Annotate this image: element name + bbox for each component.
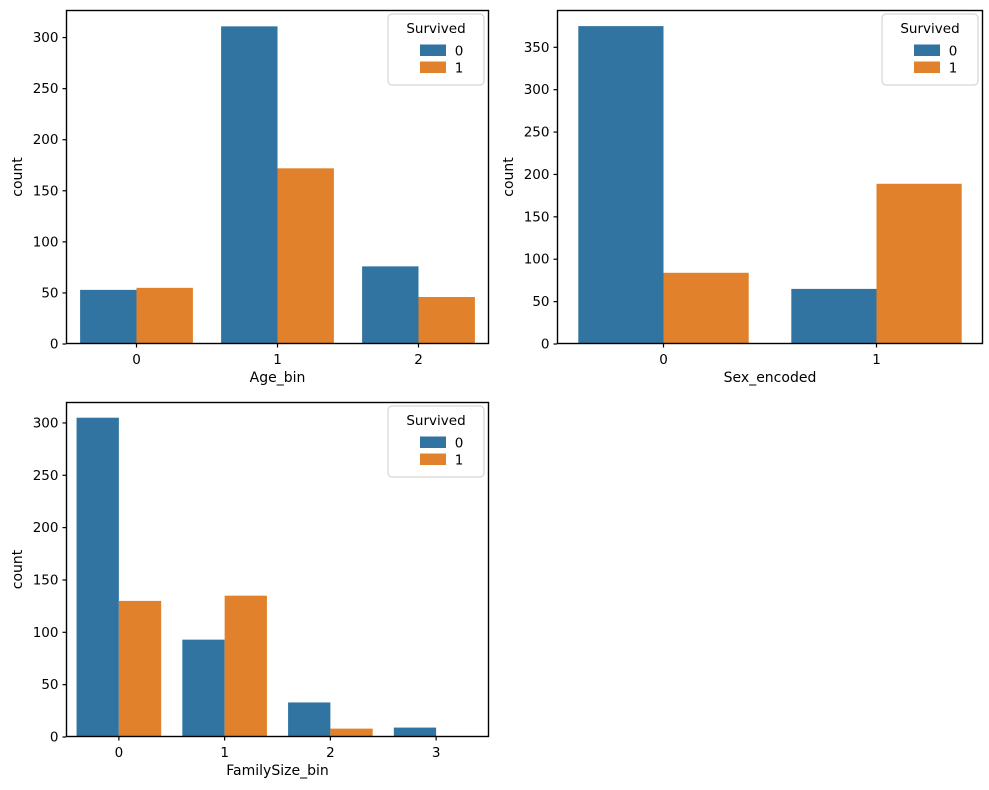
x-tick-label: 0 <box>132 352 141 368</box>
y-tick-label: 0 <box>541 337 550 353</box>
x-tick-label: 1 <box>872 352 881 368</box>
bar-FamilySize_bin-1-survived-1 <box>224 595 267 737</box>
y-tick-label: 50 <box>41 285 58 301</box>
y-tick-label: 50 <box>41 677 58 693</box>
bar-FamilySize_bin-0-survived-1 <box>118 600 162 737</box>
legend-swatch-survived-0 <box>914 44 940 56</box>
axes-spines <box>556 9 984 345</box>
y-tick-label: 250 <box>524 125 550 141</box>
bar-FamilySize_bin-2-survived-0 <box>288 702 331 737</box>
y-tick-label: 250 <box>33 81 59 97</box>
bar-Sex_encoded-1-survived-1 <box>876 183 962 344</box>
bar-FamilySize_bin-3-survived-0 <box>393 727 437 737</box>
y-tick-label: 200 <box>33 520 59 536</box>
y-axis-label: count <box>10 157 26 197</box>
y-axis-label: count <box>501 157 517 197</box>
y-tick-label: 100 <box>524 252 550 268</box>
y-tick-label: 250 <box>33 468 59 484</box>
x-tick-label: 1 <box>220 745 229 761</box>
y-tick-label: 350 <box>524 40 550 56</box>
axes-spines <box>65 401 490 738</box>
y-tick-label: 50 <box>532 294 549 310</box>
x-axis-label: Sex_encoded <box>724 370 817 386</box>
bar-Sex_encoded-0-survived-1 <box>663 272 749 344</box>
bar-Age_bin-1-survived-0 <box>221 26 278 345</box>
y-tick-label: 300 <box>524 82 550 98</box>
legend-entry-label: 0 <box>949 44 958 60</box>
y-tick-label: 200 <box>33 132 59 148</box>
y-tick-label: 300 <box>33 30 59 46</box>
x-tick-label: 2 <box>414 352 423 368</box>
legend-swatch-survived-1 <box>420 453 446 465</box>
legend: Survived 01 <box>881 13 979 86</box>
legend-swatch-survived-0 <box>420 44 446 56</box>
y-tick-label: 100 <box>33 234 59 250</box>
legend-swatch-survived-0 <box>420 436 446 448</box>
legend-swatch-survived-1 <box>420 61 446 73</box>
y-tick-label: 0 <box>50 337 59 353</box>
bar-FamilySize_bin-1-survived-0 <box>182 639 225 737</box>
subplot-age-bin: 0 50 100 150 200 250 300 0 1 2 Age_bin count Survive… <box>10 9 490 386</box>
x-tick-label: 0 <box>659 352 668 368</box>
legend-entry-label: 1 <box>455 453 464 469</box>
legend: Survived 01 <box>387 405 485 478</box>
y-tick-label: 100 <box>33 625 59 641</box>
y-tick-label: 150 <box>33 572 59 588</box>
y-tick-label: 0 <box>50 730 59 746</box>
y-tick-label: 150 <box>33 183 59 199</box>
legend: Survived 01 <box>387 13 485 86</box>
subplot-sex-encoded: 0 50 100 150 200 250 300 350 0 1 Sex_encoded count S… <box>501 9 984 386</box>
bar-Age_bin-1-survived-1 <box>277 168 334 344</box>
axes-spines <box>65 9 490 345</box>
legend-title: Survived <box>406 21 465 37</box>
x-tick-label: 0 <box>115 745 124 761</box>
bar-FamilySize_bin-2-survived-1 <box>330 728 373 738</box>
subplot-familysize-bin: 0 50 100 150 200 250 300 0 1 2 3 FamilySize_bin coun… <box>10 401 490 779</box>
bar-Age_bin-2-survived-1 <box>418 297 475 344</box>
x-axis-label: FamilySize_bin <box>226 763 328 779</box>
legend-entry-label: 0 <box>455 436 464 452</box>
legend-title: Survived <box>900 21 959 37</box>
y-tick-label: 150 <box>524 209 550 225</box>
bar-Sex_encoded-1-survived-0 <box>791 288 877 344</box>
bar-Age_bin-2-survived-0 <box>362 266 419 344</box>
bar-Sex_encoded-0-survived-0 <box>578 26 664 345</box>
bar-Age_bin-0-survived-0 <box>80 289 137 344</box>
legend-entry-label: 0 <box>455 44 464 60</box>
legend-title: Survived <box>406 413 465 429</box>
x-tick-label: 1 <box>273 352 282 368</box>
bar-FamilySize_bin-0-survived-0 <box>76 417 119 737</box>
y-tick-label: 200 <box>524 167 550 183</box>
legend-entry-label: 1 <box>455 61 464 77</box>
x-axis-label: Age_bin <box>250 370 306 386</box>
legend-entry-label: 1 <box>949 61 958 77</box>
x-tick-label: 3 <box>432 745 441 761</box>
y-tick-label: 300 <box>33 415 59 431</box>
x-tick-label: 2 <box>326 745 335 761</box>
y-axis-label: count <box>10 549 26 589</box>
bar-Age_bin-0-survived-1 <box>136 287 193 344</box>
legend-swatch-survived-1 <box>914 61 940 73</box>
